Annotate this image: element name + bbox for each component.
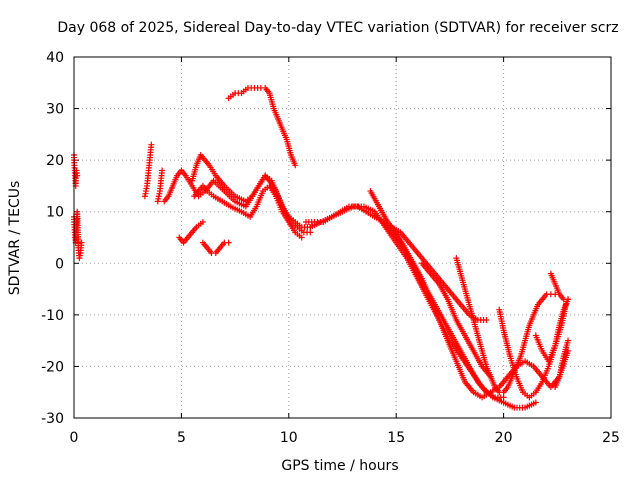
y-tick-label: 20 (46, 153, 64, 169)
y-tick-label: 0 (55, 256, 64, 272)
data-point (78, 239, 85, 246)
series-sat-a (71, 151, 81, 189)
series-sat-m (367, 188, 572, 401)
series-sat-o (418, 260, 494, 380)
data-point (199, 219, 206, 226)
y-axis-label: SDTVAR / TECUs (7, 181, 23, 296)
y-tick-label: -30 (41, 411, 64, 427)
series-sat-c (141, 141, 155, 200)
series-sat-d (154, 167, 166, 205)
point-layer (71, 84, 572, 411)
data-point (500, 394, 507, 401)
x-tick-label: 0 (70, 430, 79, 446)
series-sat-i (199, 239, 232, 256)
series-sat-s (547, 270, 572, 303)
x-tick-label: 5 (177, 430, 186, 446)
axis-layer: 0 5 10 15 20 25 -30 -20 -10 0 10 20 30 40 (41, 50, 620, 446)
x-axis-label: GPS time / hours (281, 458, 398, 474)
x-tick-label: 25 (602, 430, 620, 446)
data-point (298, 234, 305, 241)
series-sat-p (453, 255, 559, 396)
series-sat-f (176, 219, 206, 246)
x-tick-label: 20 (495, 430, 513, 446)
y-tick-label: 10 (46, 205, 64, 221)
data-point (307, 229, 314, 236)
series-sat-k (302, 203, 507, 401)
y-tick-label: 40 (46, 50, 64, 66)
data-point (148, 141, 155, 148)
x-tick-label: 10 (280, 430, 298, 446)
data-point (74, 172, 81, 179)
y-tick-label: -20 (41, 359, 64, 375)
data-point (292, 162, 299, 169)
series-sat-h (191, 182, 305, 241)
series-sat-b (71, 208, 85, 262)
data-point (565, 337, 572, 344)
plot-frame (73, 56, 612, 419)
series-sat-j (225, 84, 299, 169)
data-point (532, 399, 539, 406)
series-sat-t (552, 337, 572, 391)
y-tick-label: 30 (46, 102, 64, 118)
x-tick-label: 15 (387, 430, 405, 446)
chart-title: Day 068 of 2025, Sidereal Day-to-day VTE… (57, 20, 618, 36)
data-point (159, 167, 166, 174)
data-point (565, 296, 572, 303)
data-point (225, 239, 232, 246)
y-tick-label: -10 (41, 308, 64, 324)
data-point (483, 317, 490, 324)
